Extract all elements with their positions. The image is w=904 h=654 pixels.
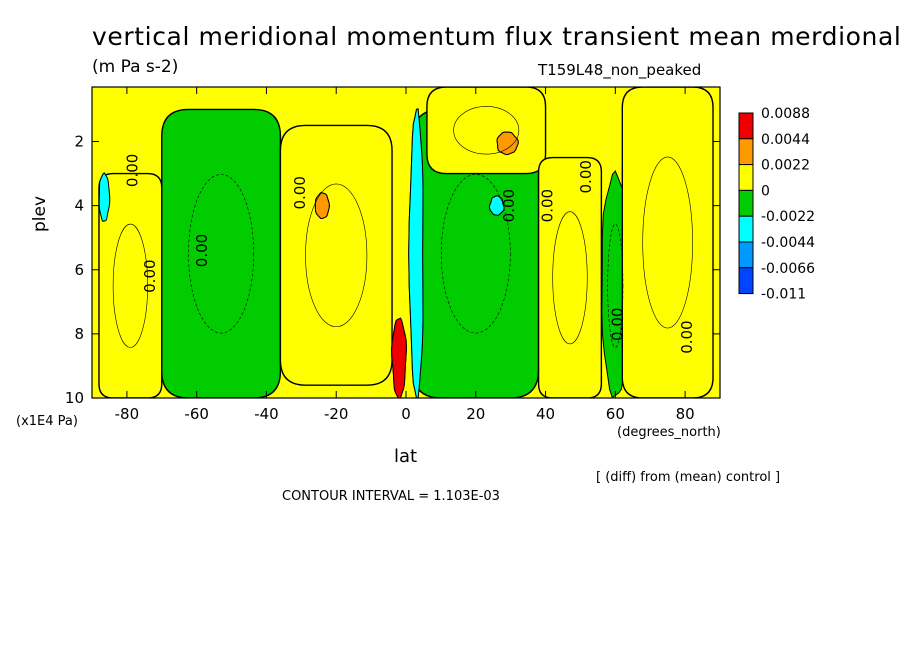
legend-label: 0.0044 [761, 132, 810, 148]
chart-title: vertical meridional momentum flux transi… [92, 22, 902, 51]
legend-label: -0.0022 [761, 209, 815, 225]
region-positive [279, 124, 393, 386]
region-local-minimum [98, 172, 111, 222]
contour-line [552, 211, 588, 345]
x-tick-label: 80 [676, 405, 695, 423]
y-tick-label: 4 [74, 197, 84, 215]
contour-label: 0.00 [608, 308, 626, 341]
contour-lines [112, 106, 693, 348]
legend-swatch [738, 112, 754, 140]
legend-label: -0.0066 [761, 261, 815, 277]
y-tick-label: 6 [74, 261, 84, 279]
contour-label: 0.00 [539, 189, 557, 222]
contour-line [440, 174, 511, 334]
contour-label: 0.00 [123, 154, 141, 187]
y-axis: 2 4 6 8 10 [65, 133, 720, 407]
y-axis-units: (x1E4 Pa) [16, 414, 78, 429]
region-local-minimum [408, 108, 424, 398]
legend-swatch [738, 241, 754, 269]
legend-swatch [738, 189, 754, 217]
contour-line [607, 223, 624, 348]
contour-label: 0.00 [500, 189, 518, 222]
region-local-maximum [496, 131, 519, 156]
case-label: T159L48_non_peaked [538, 61, 702, 79]
x-tick-label: 40 [536, 405, 555, 423]
x-axis-label: lat [394, 446, 418, 467]
contour-line [188, 174, 255, 334]
legend-label: 0.0022 [761, 158, 810, 174]
shaded-field [92, 87, 720, 398]
contour-labels: 0.00 0.00 0.00 0.00 0.00 0.00 0.00 0.00 0.00 [123, 154, 696, 354]
legend-label: 0.0088 [761, 106, 810, 122]
x-tick-label: -40 [254, 405, 279, 423]
region-negative [161, 108, 282, 398]
legend-swatch [738, 164, 754, 191]
contour-line [642, 156, 693, 329]
contour-label: 0.00 [193, 234, 211, 267]
legend-label: -0.011 [761, 287, 806, 303]
y-tick-label: 2 [74, 133, 84, 151]
region-positive [537, 156, 603, 398]
contour-line [453, 106, 520, 155]
contour-line [305, 183, 368, 328]
legend-label: 0 [761, 183, 770, 199]
difference-note: [ (diff) from (mean) control ] [596, 470, 781, 485]
contour-interval: CONTOUR INTERVAL = 1.103E-03 [282, 489, 500, 504]
legend-swatch [738, 215, 754, 243]
x-tick-label: -80 [115, 405, 140, 423]
contour-label: 0.00 [291, 176, 309, 209]
region-local-maximum [391, 317, 407, 398]
chart-units: (m Pa s-2) [92, 57, 179, 77]
legend-swatch [738, 138, 754, 166]
contour-line [112, 223, 148, 348]
y-tick-label: 8 [74, 325, 84, 343]
contour-label: 0.00 [577, 160, 595, 193]
x-tick-label: -60 [184, 405, 209, 423]
legend-swatch [738, 267, 754, 295]
contour-label: 0.00 [678, 320, 696, 353]
region-local-minimum [488, 195, 505, 216]
legend: 0.0088 0.0044 0.0022 0 -0.0022 -0.0044 -0.0066… [738, 106, 815, 303]
x-axis-units: (degrees_north) [617, 425, 721, 440]
legend-label: -0.0044 [761, 235, 815, 251]
region-positive [426, 87, 547, 175]
y-tick-label: 10 [65, 389, 84, 407]
x-tick-label: 0 [401, 405, 411, 423]
x-tick-label: -20 [324, 405, 349, 423]
region-positive [621, 87, 714, 398]
region-local-maximum [314, 192, 330, 219]
x-tick-label: 20 [466, 405, 485, 423]
x-tick-label: 60 [606, 405, 625, 423]
contour-label: 0.00 [141, 259, 159, 292]
x-axis: -80 -60 -40 -20 0 20 40 60 80 [115, 87, 695, 423]
